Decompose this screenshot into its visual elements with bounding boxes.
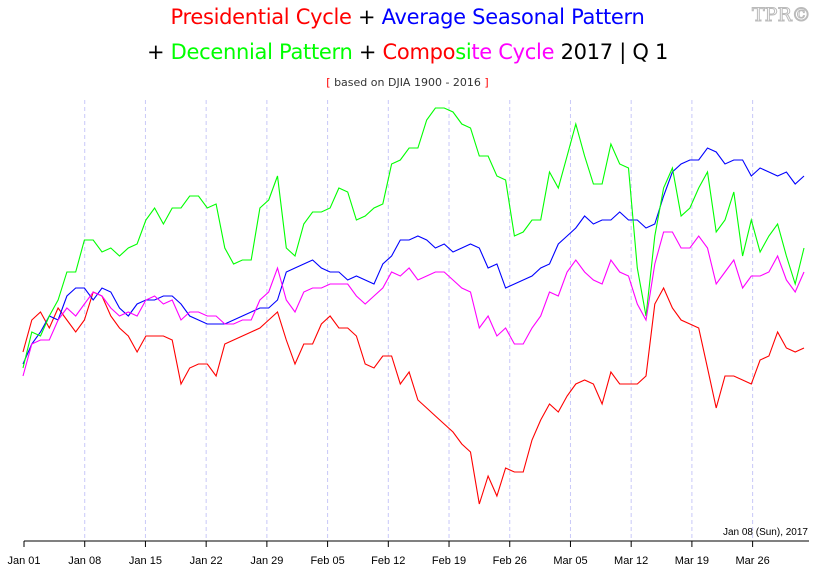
title-segment: 2017 | Q 1 [554,40,669,64]
title-segment: + [352,40,383,64]
x-tick-label: Feb 19 [432,555,466,567]
series-line-presidential-cycle [22,286,805,505]
x-tick-label: Feb 26 [493,555,527,567]
title-segment: + [351,5,382,29]
x-tick-label: Feb 12 [371,555,405,567]
date-note: Jan 08 (Sun), 2017 [723,527,808,538]
chart-title-line-1: Presidential Cycle + Average Seasonal Pa… [0,5,815,29]
tpr-logo: TPR© [752,4,812,27]
title-segment: Decennial Pattern [170,40,353,64]
chart-subtitle: [ based on DJIA 1900 - 2016 ] [0,76,815,89]
title-segment: si [455,40,472,64]
series-lines [22,107,805,505]
subtitle-text: based on DJIA 1900 - 2016 [330,76,485,89]
series-line-composite-cycle [22,231,805,377]
title-segment: Compo [382,40,456,64]
x-tick-label: Jan 08 [68,555,101,567]
title-segment: te Cycle [471,40,555,64]
gridlines [84,100,754,540]
x-tick-label: Jan 29 [250,555,283,567]
x-tick-label: Mar 12 [614,555,648,567]
chart-title-line-2: + Decennial Pattern + Composite Cycle 20… [0,40,815,64]
series-line-average-seasonal-pattern [22,147,805,365]
title-segment: Presidential Cycle [170,5,352,29]
x-tick-label: Mar 19 [675,555,709,567]
x-tick-label: Mar 26 [735,555,769,567]
x-tick-label: Feb 05 [310,555,344,567]
subtitle-bracket-close: ] [484,76,489,89]
title-segment: + [146,40,171,64]
x-tick-label: Jan 22 [190,555,223,567]
x-tick-label: Jan 01 [7,555,40,567]
x-axis-ticks: Jan 01 Jan 08 Jan 15 Jan 22 Jan 29 Feb 05 Feb … [7,541,770,567]
title-segment: Average Seasonal Pattern [381,5,645,29]
subtitle-bracket-open: [ [326,76,331,89]
x-tick-label: Mar 05 [553,555,587,567]
x-tick-label: Jan 15 [129,555,162,567]
series-line-decennial-pattern [22,107,805,369]
